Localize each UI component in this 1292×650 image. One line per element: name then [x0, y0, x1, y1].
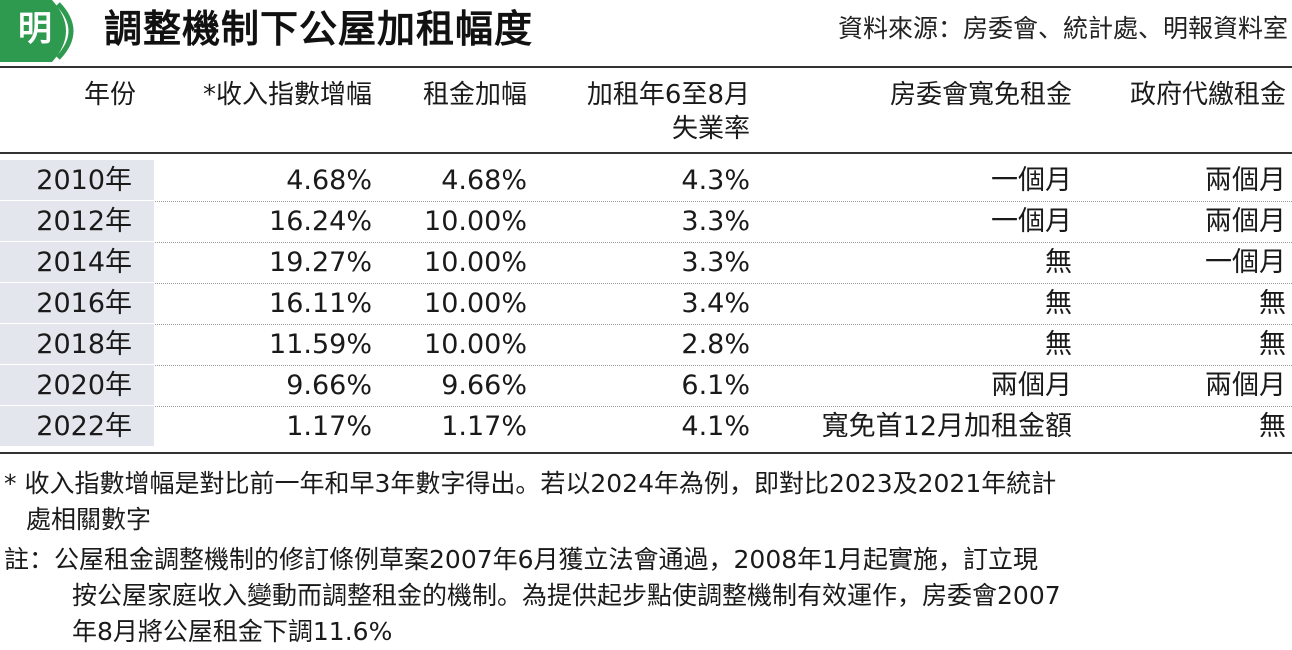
cell-year: 2012年 — [0, 201, 154, 241]
cell-gov-pay: 兩個月 — [1205, 165, 1286, 196]
top-rule — [0, 66, 1292, 68]
cell-income-index: 16.11% — [269, 288, 372, 319]
cell-ha-waiver: 無 — [1045, 247, 1072, 278]
cell-income-index: 19.27% — [269, 247, 372, 278]
remark-line: 年8月將公屋租金下調11.6% — [72, 617, 393, 646]
table-row: 2022年 1.17% 1.17% 4.1% 寬免首12月加租金額 無 — [0, 406, 1292, 447]
cell-gov-pay: 一個月 — [1205, 247, 1286, 278]
cell-year: 2020年 — [0, 365, 154, 405]
cell-income-index: 9.66% — [286, 370, 372, 401]
table-row: 2020年 9.66% 9.66% 6.1% 兩個月 兩個月 — [0, 365, 1292, 407]
cell-unemployment: 3.3% — [681, 206, 750, 237]
cell-rent-increase: 10.00% — [424, 247, 527, 278]
remark-line: 註：公屋租金調整機制的修訂條例草案2007年6月獲立法會通過，2008年1月起實… — [4, 545, 1039, 574]
table-row: 2016年 16.11% 10.00% 3.4% 無 無 — [0, 283, 1292, 325]
bottom-rule — [0, 452, 1292, 454]
cell-unemployment: 4.1% — [681, 411, 750, 442]
cell-unemployment: 3.4% — [681, 288, 750, 319]
cell-rent-increase: 10.00% — [424, 206, 527, 237]
cell-gov-pay: 無 — [1259, 288, 1286, 319]
col-header-unemployment-line1: 加租年6至8月 — [586, 80, 750, 110]
cell-rent-increase: 9.66% — [441, 370, 527, 401]
table-row: 2010年 4.68% 4.68% 4.3% 一個月 兩個月 — [0, 160, 1292, 202]
cell-year: 2010年 — [0, 160, 154, 200]
cell-income-index: 4.68% — [286, 165, 372, 196]
remark-line: 按公屋家庭收入變動而調整租金的機制。為提供起步點使調整機制有效運作，房委會200… — [72, 581, 1061, 610]
cell-income-index: 11.59% — [269, 329, 372, 360]
cell-unemployment: 2.8% — [681, 329, 750, 360]
col-header-ha-waiver: 房委會寬免租金 — [889, 80, 1072, 110]
cell-unemployment: 4.3% — [681, 165, 750, 196]
table-row: 2018年 11.59% 10.00% 2.8% 無 無 — [0, 324, 1292, 366]
col-header-income-index: *收入指數增幅 — [202, 80, 372, 110]
cell-gov-pay: 兩個月 — [1205, 206, 1286, 237]
footnote-line: * 收入指數增幅是對比前一年和早3年數字得出。若以2024年為例，即對比2023… — [4, 469, 1057, 498]
cell-year: 2016年 — [0, 283, 154, 323]
cell-gov-pay: 兩個月 — [1205, 370, 1286, 401]
col-header-unemployment-line2: 失業率 — [671, 114, 750, 144]
page-title: 調整機制下公屋加租幅度 — [104, 7, 534, 51]
col-header-gov-pay: 政府代繳租金 — [1129, 80, 1286, 110]
logo-text: 明 — [18, 9, 52, 49]
cell-rent-increase: 10.00% — [424, 329, 527, 360]
cell-gov-pay: 無 — [1259, 411, 1286, 442]
cell-ha-waiver: 無 — [1045, 288, 1072, 319]
cell-ha-waiver: 一個月 — [991, 165, 1072, 196]
logo-badge-icon — [0, 0, 74, 62]
header-rule — [0, 152, 1292, 154]
cell-year: 2022年 — [0, 406, 154, 446]
cell-rent-increase: 10.00% — [424, 288, 527, 319]
mingpao-logo: 明 — [0, 0, 82, 62]
source-credit: 資料來源：房委會、統計處、明報資料室 — [837, 14, 1288, 43]
cell-income-index: 1.17% — [286, 411, 372, 442]
cell-year: 2018年 — [0, 324, 154, 364]
cell-ha-waiver: 兩個月 — [991, 370, 1072, 401]
cell-rent-increase: 1.17% — [441, 411, 527, 442]
cell-rent-increase: 4.68% — [441, 165, 527, 196]
footnote-line: 處相關數字 — [26, 505, 152, 534]
col-header-rent-increase: 租金加幅 — [422, 80, 527, 110]
cell-unemployment: 6.1% — [681, 370, 750, 401]
cell-ha-waiver: 寬免首12月加租金額 — [821, 411, 1072, 442]
cell-ha-waiver: 一個月 — [991, 206, 1072, 237]
col-header-year: 年份 — [83, 80, 136, 110]
header: 明 調整機制下公屋加租幅度 資料來源：房委會、統計處、明報資料室 — [0, 0, 1292, 62]
cell-income-index: 16.24% — [269, 206, 372, 237]
table-row: 2014年 19.27% 10.00% 3.3% 無 一個月 — [0, 242, 1292, 284]
cell-gov-pay: 無 — [1259, 329, 1286, 360]
cell-ha-waiver: 無 — [1045, 329, 1072, 360]
table-row: 2012年 16.24% 10.00% 3.3% 一個月 兩個月 — [0, 201, 1292, 243]
cell-year: 2014年 — [0, 242, 154, 282]
cell-unemployment: 3.3% — [681, 247, 750, 278]
